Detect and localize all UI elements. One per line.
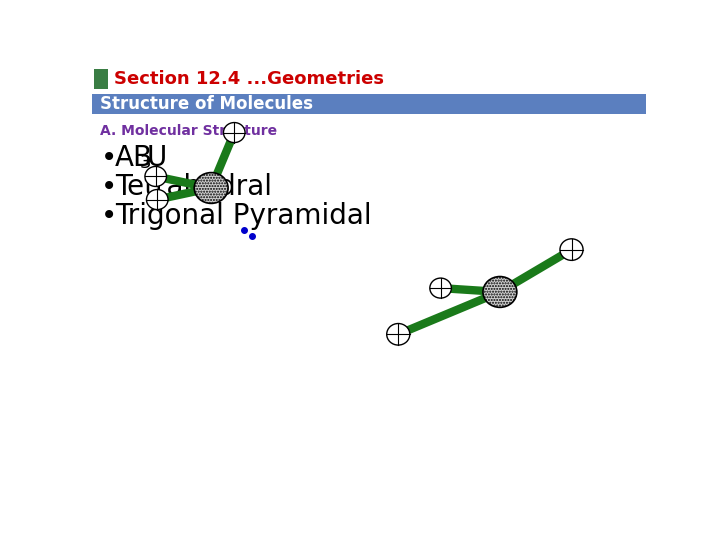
Ellipse shape [194, 173, 228, 204]
Text: •: • [101, 202, 117, 231]
Ellipse shape [483, 276, 517, 307]
Text: AB: AB [115, 144, 153, 172]
Ellipse shape [560, 239, 583, 260]
Text: Trigonal Pyramidal: Trigonal Pyramidal [115, 202, 372, 231]
Text: 3: 3 [140, 154, 151, 172]
Ellipse shape [223, 123, 245, 143]
Text: U: U [146, 144, 167, 172]
Ellipse shape [387, 323, 410, 345]
Ellipse shape [430, 278, 451, 298]
Bar [94, 70, 108, 90]
Text: Tetrahedral: Tetrahedral [115, 173, 272, 201]
Ellipse shape [146, 190, 168, 210]
Bar [92, 65, 647, 94]
Text: Section 12.4 ...Geometries: Section 12.4 ...Geometries [114, 70, 384, 89]
Text: Structure of Molecules: Structure of Molecules [99, 95, 312, 113]
Bar [92, 94, 647, 114]
Text: •: • [101, 144, 117, 172]
Text: •: • [101, 173, 117, 201]
Text: A. Molecular Structure: A. Molecular Structure [99, 124, 276, 138]
Ellipse shape [145, 166, 166, 186]
